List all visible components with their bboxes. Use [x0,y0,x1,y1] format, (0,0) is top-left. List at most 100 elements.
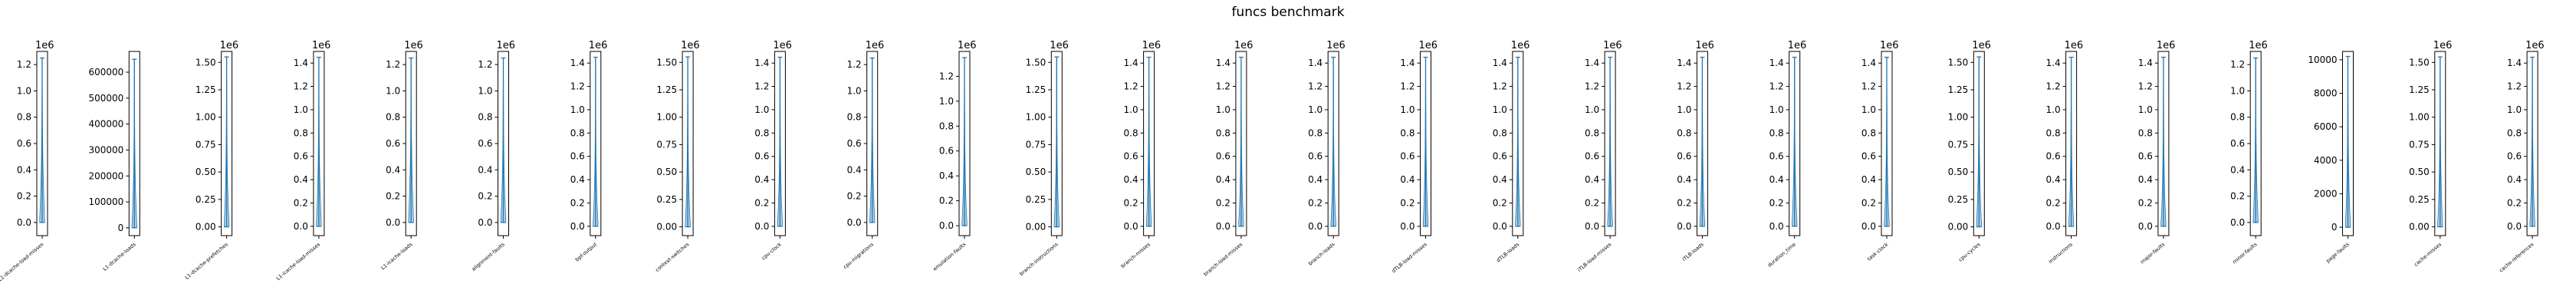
y-tick-label: 0.0 [386,217,400,228]
x-tick-label: cpu-clock [761,241,783,261]
y-tick-label: 0.75 [2409,139,2430,150]
violin-panel-iTLB-load-misses: 0.0 0.2 0.4 0.6 0.8 1.0 1.2 1.4 1e6 iTLB-load-mis… [1576,40,1622,273]
violin-panel-cpu-migrations: 0.0 0.2 0.4 0.6 0.8 1.0 1.2 1e6 cpu-migrations [842,40,884,270]
y-tick-label: 1.2 [2230,59,2245,70]
violin-panel-L1-dcache-load-misses: 0.0 0.2 0.4 0.6 0.8 1.0 1.2 1e6 L1-dcache-load-m… [0,40,54,282]
y-tick-label: 0.6 [1216,151,1230,162]
y-tick-label: 8000 [2314,88,2338,99]
y-tick-label: 400000 [88,119,123,130]
y-tick-label: 0.4 [939,170,954,181]
y-tick-label: 0.0 [570,221,585,232]
y-tick-label: 1.0 [1677,104,1691,115]
y-tick-label: 1.4 [294,58,308,68]
violin-panel-branch-instructions: 0.00 0.25 0.50 0.75 1.00 1.25 1.50 1e6 branch-in… [1018,40,1069,277]
y-tick-label: 0.0 [2230,217,2245,228]
y-tick-label: 1.4 [1861,58,1876,68]
y-tick-label: 1.25 [656,84,677,95]
y-tick-label: 0.25 [2409,194,2430,205]
violin-panel-duration_time: 0.0 0.2 0.4 0.6 0.8 1.0 1.2 1.4 1e6 duration_time [1766,40,1806,269]
x-tick-label: page-faults [2325,241,2351,264]
y-tick-label: 1.00 [1948,112,1969,123]
y-tick-label: 1.2 [2138,81,2153,92]
axis-exponent-label: 1e6 [866,40,885,51]
y-tick-label: 1.00 [196,112,216,123]
violin-panel-page-faults: 0 2000 4000 6000 8000 10000 page-faults [2308,51,2354,264]
x-tick-label: bpf-output [574,241,599,262]
y-tick-label: 0.4 [1677,174,1691,185]
y-tick-label: 0.0 [1216,221,1230,232]
y-tick-label: 0.4 [847,164,862,175]
y-tick-label: 0.6 [294,151,308,162]
axis-exponent-label: 1e6 [404,40,423,51]
y-tick-label: 1.4 [570,58,585,68]
x-tick-label: dTLB-loads [1496,241,1521,264]
y-tick-label: 1.4 [2046,58,2061,68]
axis-exponent-label: 1e6 [1788,40,1807,51]
y-tick-label: 0.0 [478,217,492,228]
y-tick-label: 1.4 [1124,58,1138,68]
x-tick-label: L1-icache-load-misses [275,241,322,282]
y-tick-label: 1.2 [17,59,31,70]
violin-panel-L1-icache-load-misses: 0.0 0.2 0.4 0.6 0.8 1.0 1.2 1.4 1e6 L1-icache-loa… [275,40,331,282]
y-tick-label: 0.2 [1124,197,1138,208]
violin-panel-bpf-output: 0.0 0.2 0.4 0.6 0.8 1.0 1.2 1.4 1e6 bpf-output [570,40,608,262]
y-tick-label: 1.2 [1769,81,1784,92]
y-tick-label: 0.4 [2138,174,2153,185]
y-tick-label: 0.2 [386,191,400,202]
axis-exponent-label: 1e6 [773,40,792,51]
axis-exponent-label: 1e6 [220,40,239,51]
y-tick-label: 1.4 [1493,58,1507,68]
y-tick-label: 0.8 [1308,127,1322,138]
y-tick-label: 1.0 [1400,104,1414,115]
violin-panel-alignment-faults: 0.0 0.2 0.4 0.6 0.8 1.0 1.2 1e6 alignment-faults [471,40,515,272]
violin-panel-major-faults: 0.0 0.2 0.4 0.6 0.8 1.0 1.2 1.4 1e6 major-faults [2138,40,2176,266]
y-tick-label: 1.0 [1769,104,1784,115]
y-tick-label: 1.0 [2507,104,2522,115]
y-tick-label: 0.75 [1026,139,1046,150]
y-tick-label: 0.6 [2046,151,2061,162]
y-tick-label: 1.2 [847,59,862,70]
y-tick-label: 1.0 [1585,104,1599,115]
y-tick-label: 0.25 [1026,194,1046,205]
violin-panel-minor-faults: 0.0 0.2 0.4 0.6 0.8 1.0 1.2 1e6 minor-faults [2230,40,2268,266]
y-tick-label: 0.8 [1216,127,1230,138]
y-tick-label: 0.6 [1400,151,1414,162]
y-tick-label: 0.00 [196,222,216,233]
x-tick-label: branch-misses [1120,241,1152,269]
axis-exponent-label: 1e6 [2433,40,2453,51]
y-tick-label: 0.8 [2507,127,2522,138]
y-tick-label: 0.2 [1677,197,1691,208]
x-tick-label: emulation-faults [932,241,967,272]
y-tick-label: 0.2 [939,196,954,206]
y-tick-label: 1.0 [386,85,400,96]
y-tick-label: 1.2 [570,81,585,92]
y-tick-label: 0.2 [2046,197,2061,208]
y-tick-label: 1.4 [2507,58,2522,68]
violin-panel-cpu-clock: 0.0 0.2 0.4 0.6 0.8 1.0 1.2 1.4 1e6 cpu-clock [754,40,792,261]
y-tick-label: 0.6 [1493,151,1507,162]
y-tick-label: 1.4 [1400,58,1414,68]
violin-panel-emulation-faults: 0.0 0.2 0.4 0.6 0.8 1.0 1.2 1e6 emulation-faults [932,40,976,272]
y-tick-label: 0.0 [1585,221,1599,232]
y-tick-label: 0.0 [754,221,769,232]
y-tick-label: 2000 [2314,188,2338,199]
axis-exponent-label: 1e6 [958,40,977,51]
y-tick-label: 1.00 [1026,112,1046,123]
axis-exponent-label: 1e6 [1880,40,1899,51]
y-tick-label: 0.0 [1124,221,1138,232]
y-tick-label: 0.6 [2138,151,2153,162]
y-tick-label: 0.75 [656,139,677,150]
y-tick-label: 1.2 [386,59,400,70]
axis-exponent-label: 1e6 [1511,40,1530,51]
y-tick-label: 0.00 [1026,222,1046,233]
y-tick-label: 0.4 [478,164,492,175]
y-tick-label: 0.8 [1861,127,1876,138]
y-tick-label: 500000 [88,93,123,104]
y-tick-label: 1.2 [1861,81,1876,92]
y-tick-label: 1.4 [754,58,769,68]
axis-exponent-label: 1e6 [1695,40,1714,51]
axis-exponent-label: 1e6 [2065,40,2084,51]
